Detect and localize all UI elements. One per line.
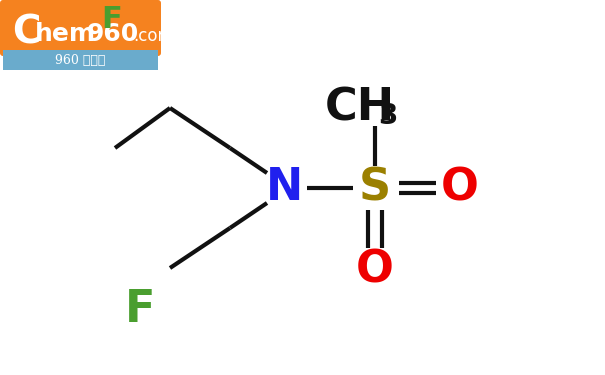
Text: 3: 3 bbox=[378, 102, 397, 130]
Text: O: O bbox=[356, 249, 394, 291]
Text: C: C bbox=[12, 13, 41, 51]
Text: hem: hem bbox=[35, 22, 96, 46]
Text: .com: .com bbox=[133, 27, 174, 45]
FancyBboxPatch shape bbox=[0, 0, 161, 56]
Text: O: O bbox=[441, 166, 479, 210]
FancyBboxPatch shape bbox=[3, 50, 158, 70]
Text: F: F bbox=[102, 5, 122, 34]
Text: N: N bbox=[266, 166, 304, 210]
Text: 960: 960 bbox=[87, 22, 139, 46]
Text: F: F bbox=[125, 288, 155, 332]
Text: CH: CH bbox=[325, 87, 395, 129]
Text: S: S bbox=[359, 166, 391, 210]
Text: 960 化工网: 960 化工网 bbox=[55, 54, 105, 66]
